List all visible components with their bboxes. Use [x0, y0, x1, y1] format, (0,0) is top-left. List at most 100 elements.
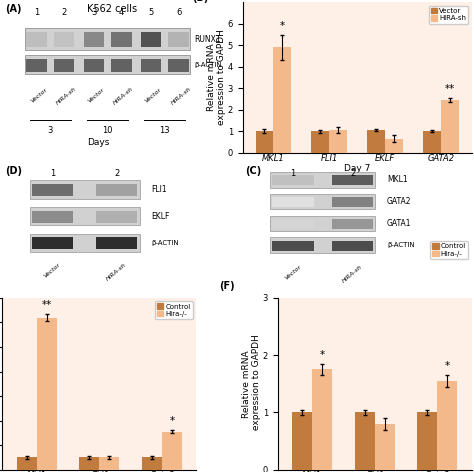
Bar — [162, 431, 182, 470]
Text: Vector: Vector — [87, 86, 106, 103]
Bar — [168, 59, 189, 72]
X-axis label: Day 7: Day 7 — [344, 164, 370, 173]
Bar — [385, 139, 403, 152]
Text: 3: 3 — [91, 8, 97, 17]
Bar — [292, 413, 312, 470]
Bar — [441, 100, 459, 152]
Text: GATA2: GATA2 — [387, 197, 411, 206]
Text: β-ACTIN: β-ACTIN — [195, 62, 222, 67]
Text: Vector: Vector — [144, 86, 163, 103]
Text: 10: 10 — [102, 126, 113, 135]
Bar — [96, 184, 137, 196]
Title: K562 cells: K562 cells — [332, 0, 382, 1]
Text: **: ** — [42, 300, 52, 310]
Bar — [27, 59, 47, 72]
Bar — [168, 33, 189, 47]
Text: 2: 2 — [62, 8, 67, 17]
Text: 3: 3 — [48, 126, 53, 135]
Bar — [332, 175, 373, 185]
Text: 1: 1 — [50, 169, 55, 178]
Text: (B): (B) — [192, 0, 209, 3]
Text: Vector: Vector — [30, 86, 48, 103]
Bar — [270, 172, 375, 187]
Text: *: * — [280, 21, 285, 31]
Y-axis label: Relative mRNA
expression to GAPDH: Relative mRNA expression to GAPDH — [207, 30, 226, 126]
Text: *: * — [169, 416, 174, 426]
Bar — [111, 59, 132, 72]
Text: FLI1: FLI1 — [151, 185, 167, 194]
Bar — [273, 219, 314, 229]
Bar — [17, 457, 37, 470]
Text: 5: 5 — [148, 8, 154, 17]
Bar — [96, 211, 137, 222]
Text: (F): (F) — [219, 281, 235, 291]
Text: *: * — [319, 350, 325, 360]
Y-axis label: Relative mRNA
 expression to GAPDH: Relative mRNA expression to GAPDH — [242, 334, 261, 433]
Bar — [332, 219, 373, 229]
Text: EKLF: EKLF — [151, 211, 170, 220]
Bar — [30, 207, 140, 225]
Text: Vector: Vector — [284, 264, 302, 281]
Bar — [141, 33, 162, 47]
Bar — [79, 457, 100, 470]
Text: HIRA-sh: HIRA-sh — [106, 262, 128, 281]
Bar — [30, 234, 140, 252]
Text: 1: 1 — [34, 8, 39, 17]
Text: 2: 2 — [350, 169, 355, 178]
Text: GATA1: GATA1 — [387, 219, 411, 228]
Bar — [27, 33, 47, 47]
Text: RUNX1: RUNX1 — [195, 34, 221, 44]
Bar — [30, 180, 140, 199]
Text: 6: 6 — [176, 8, 182, 17]
Text: Days: Days — [87, 138, 109, 147]
Text: (D): (D) — [5, 166, 22, 176]
Bar — [273, 197, 314, 207]
Bar — [437, 381, 457, 470]
Bar — [332, 241, 373, 251]
Legend: Control, Hira-/-: Control, Hira-/- — [155, 302, 193, 319]
Bar — [270, 194, 375, 210]
Bar — [423, 131, 441, 152]
Text: 13: 13 — [160, 126, 170, 135]
Bar — [273, 48, 292, 152]
Text: HIRA-sh: HIRA-sh — [341, 264, 364, 284]
Text: K562 cells: K562 cells — [87, 4, 137, 14]
Bar — [417, 413, 437, 470]
Bar — [25, 55, 190, 75]
Bar — [37, 318, 57, 470]
Text: *: * — [445, 361, 450, 371]
Bar — [83, 33, 104, 47]
Bar — [332, 197, 373, 207]
Text: 4: 4 — [119, 8, 124, 17]
Bar — [100, 457, 119, 470]
Bar — [142, 457, 162, 470]
Bar — [32, 211, 73, 222]
Text: (A): (A) — [5, 4, 21, 14]
Bar — [32, 184, 73, 196]
Bar — [25, 28, 190, 51]
Text: (C): (C) — [245, 166, 261, 176]
Text: HIRA-sh: HIRA-sh — [170, 86, 192, 106]
Text: MKL1: MKL1 — [387, 175, 408, 184]
Bar — [270, 216, 375, 231]
Text: HIRA-sh: HIRA-sh — [55, 86, 78, 106]
Bar — [273, 241, 314, 251]
Bar — [83, 59, 104, 72]
Text: β-ACTIN: β-ACTIN — [151, 240, 179, 246]
Text: HIRA-sh: HIRA-sh — [113, 86, 135, 106]
Bar — [355, 413, 374, 470]
Bar — [374, 424, 395, 470]
Text: 1: 1 — [291, 169, 296, 178]
Text: Vector: Vector — [44, 262, 62, 278]
Text: 2: 2 — [114, 169, 119, 178]
Bar — [32, 237, 73, 249]
Bar — [329, 130, 347, 152]
Legend: Control, Hira-/-: Control, Hira-/- — [430, 241, 468, 259]
Bar — [111, 33, 132, 47]
Bar — [312, 370, 332, 470]
Bar — [96, 237, 137, 249]
Text: β-ACTIN: β-ACTIN — [387, 242, 415, 248]
Bar — [255, 131, 273, 152]
Bar — [270, 237, 375, 253]
Legend: Vector, HIRA-sh: Vector, HIRA-sh — [428, 6, 468, 24]
